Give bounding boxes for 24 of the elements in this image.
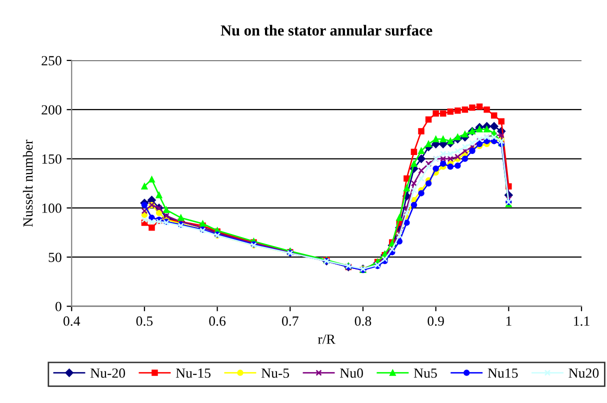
legend-label: Nu5 (414, 368, 437, 378)
x-tick-label: 0.9 (428, 316, 444, 326)
legend-label: Nu20 (568, 368, 599, 378)
y-tick-label: 0 (55, 302, 62, 312)
y-tick-label: 50 (48, 252, 62, 262)
legend-label: Nu-20 (90, 368, 126, 378)
legend-label: Nu-5 (261, 368, 290, 378)
x-tick-label: 1 (506, 316, 512, 326)
x-tick-label: 0.7 (282, 316, 298, 326)
legend-label: Nu15 (488, 368, 518, 378)
x-tick-label: 0.6 (209, 316, 226, 326)
legend-label: Nu-15 (176, 368, 211, 378)
y-tick-label: 200 (42, 105, 62, 115)
x-tick-label: 0.8 (354, 316, 372, 326)
y-tick-label: 250 (42, 56, 62, 66)
x-tick-label: 0.5 (136, 316, 153, 326)
x-axis-title: r/R (318, 334, 336, 344)
y-tick-label: 150 (42, 154, 62, 164)
legend-label: Nu0 (340, 368, 363, 378)
chart-title: Nu on the stator annular surface (220, 24, 432, 36)
x-tick-label: 0.4 (63, 316, 80, 326)
y-axis-title: Nusselt number (22, 140, 33, 227)
x-tick-label: 1.1 (574, 316, 590, 326)
y-tick-label: 100 (42, 204, 62, 213)
